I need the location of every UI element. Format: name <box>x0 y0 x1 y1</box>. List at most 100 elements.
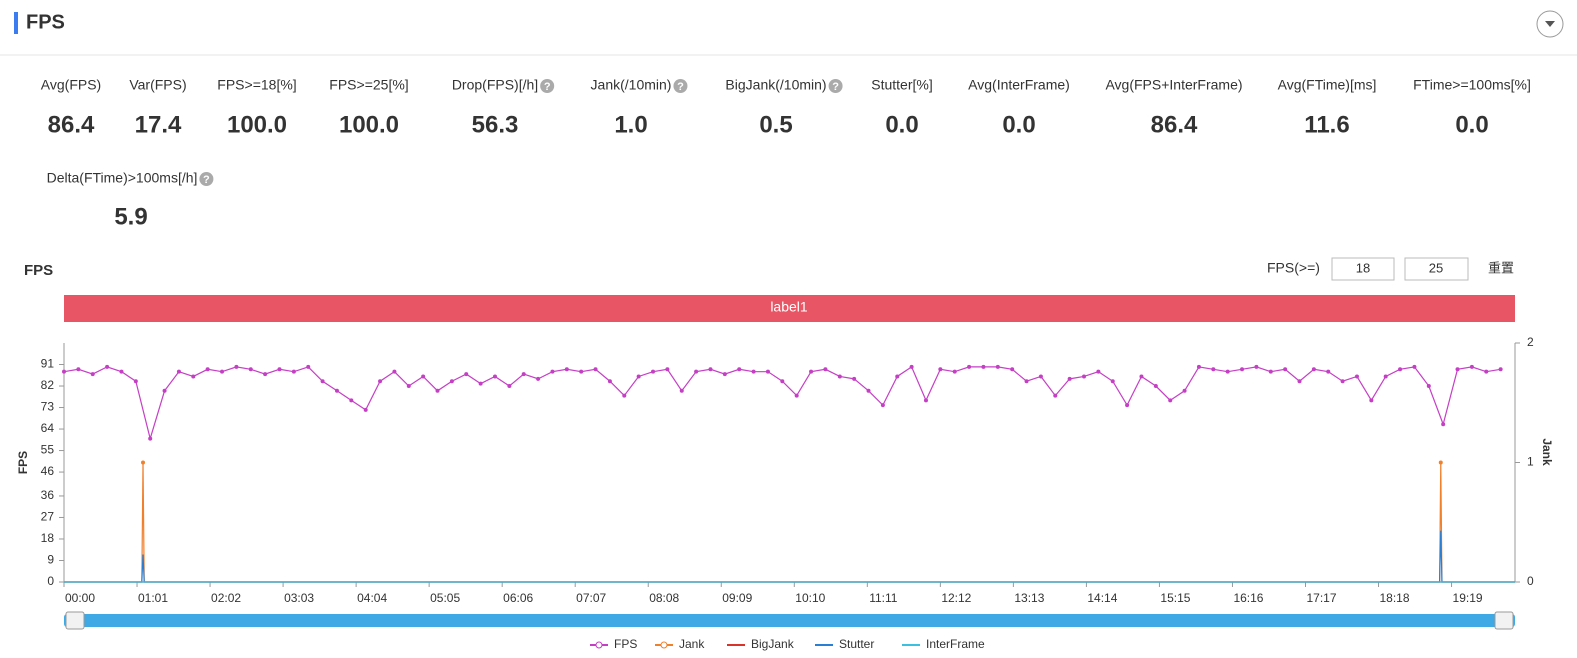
series-point <box>306 364 311 369</box>
x-tick-label: 15:15 <box>1160 591 1190 605</box>
x-tick-label: 16:16 <box>1233 591 1263 605</box>
series-point <box>507 384 512 389</box>
threshold-value: 25 <box>1429 260 1443 275</box>
series-point <box>1484 369 1489 374</box>
series-point <box>995 364 1000 369</box>
series-point <box>105 364 110 369</box>
legend-label: Stutter <box>839 637 874 651</box>
series-point <box>1311 367 1316 372</box>
y-tick-label: 46 <box>41 464 55 478</box>
help-circle <box>828 79 843 93</box>
stat-label: FPS>=25[%] <box>329 77 408 93</box>
series-point <box>378 379 383 384</box>
series-point <box>521 372 526 377</box>
legend-marker <box>660 641 668 649</box>
x-tick-label: 05:05 <box>430 591 460 605</box>
stat-label: FPS>=18[%] <box>217 77 296 93</box>
help-icon[interactable]: ? <box>199 172 214 186</box>
series-point <box>938 367 943 372</box>
x-tick-label: 11:11 <box>869 591 898 605</box>
y2-tick-label: 2 <box>1527 335 1534 349</box>
stat-value: 17.4 <box>135 111 182 138</box>
series-point <box>1082 374 1087 379</box>
series-point <box>1010 367 1015 372</box>
series-point <box>1340 379 1345 384</box>
series-point <box>866 388 871 393</box>
threshold-label: FPS(>=) <box>1267 260 1320 276</box>
help-glyph: ? <box>203 174 210 186</box>
series-point <box>90 372 95 377</box>
chart: 0 9 18 27 36 46 55 64 73 82 91 0 1 2 00:00 01:01 02:02 03… <box>16 335 1554 651</box>
series-point <box>536 376 541 381</box>
series-point <box>794 393 799 398</box>
zoom-slider[interactable] <box>64 611 1515 630</box>
y-tick-label: 18 <box>41 531 55 545</box>
series-point <box>708 367 713 372</box>
x-tick-label: 09:09 <box>722 591 752 605</box>
series-point <box>1110 379 1115 384</box>
series-point <box>622 393 627 398</box>
help-icon[interactable]: ? <box>828 79 843 93</box>
legend-item[interactable]: InterFrame <box>902 637 985 651</box>
series-point <box>837 374 842 379</box>
legend-item[interactable]: Jank <box>655 637 705 651</box>
series-point <box>133 379 138 384</box>
stat-value: 86.4 <box>1151 111 1198 138</box>
series-point <box>334 388 339 393</box>
x-tick-label: 01:01 <box>138 591 168 605</box>
series-point <box>162 388 167 393</box>
series-point <box>636 374 641 379</box>
series-point <box>1153 384 1158 389</box>
help-glyph: ? <box>832 81 839 93</box>
stat-value: 0.5 <box>759 111 792 138</box>
series-point <box>205 367 210 372</box>
threshold-input[interactable] <box>1404 257 1469 281</box>
y2-tick-label: 1 <box>1527 455 1534 469</box>
series-point <box>679 388 684 393</box>
series-point <box>291 369 296 374</box>
series-point <box>1254 364 1259 369</box>
series-point <box>464 372 469 377</box>
series-point <box>449 379 454 384</box>
x-tick-label: 10:10 <box>795 591 825 605</box>
series-point <box>1398 367 1403 372</box>
series-point <box>248 367 253 372</box>
series-point <box>751 369 756 374</box>
stat-label: Avg(FPS+InterFrame) <box>1105 77 1242 93</box>
threshold-input[interactable] <box>1331 257 1395 281</box>
series-point <box>191 374 196 379</box>
legend-item[interactable]: Stutter <box>815 637 874 651</box>
y2-axis-title: Jank <box>1540 438 1554 466</box>
series-point <box>1168 398 1173 403</box>
stat-label: Delta(FTime)>100ms[/h] <box>47 170 198 186</box>
series-point <box>765 369 770 374</box>
stat-label: Avg(FTime)[ms] <box>1278 77 1377 93</box>
series-point <box>406 384 411 389</box>
series-point <box>1240 367 1245 372</box>
series-line <box>64 530 1515 583</box>
legend-item[interactable]: BigJank <box>727 637 795 651</box>
stat-value: 100.0 <box>339 111 399 138</box>
x-tick-label: 08:08 <box>649 591 679 605</box>
series-point <box>1455 367 1460 372</box>
series-point <box>1297 379 1302 384</box>
help-icon[interactable]: ? <box>673 79 688 93</box>
legend-item[interactable]: FPS <box>590 637 637 651</box>
series-point <box>607 379 612 384</box>
series-point <box>852 376 857 381</box>
series-point <box>1139 374 1144 379</box>
series-point <box>1354 374 1359 379</box>
series-point <box>823 367 828 372</box>
reset-link[interactable]: 重置 <box>1488 260 1514 275</box>
help-glyph: ? <box>544 81 551 93</box>
help-icon[interactable]: ? <box>540 79 555 93</box>
legend-label: InterFrame <box>926 637 985 651</box>
help-circle <box>199 172 214 186</box>
series-line <box>64 462 1515 583</box>
collapse-button[interactable] <box>1536 10 1564 38</box>
series-point <box>895 374 900 379</box>
y-tick-label: 73 <box>41 400 55 414</box>
series-point <box>1182 388 1187 393</box>
y-tick-label: 27 <box>41 510 55 524</box>
